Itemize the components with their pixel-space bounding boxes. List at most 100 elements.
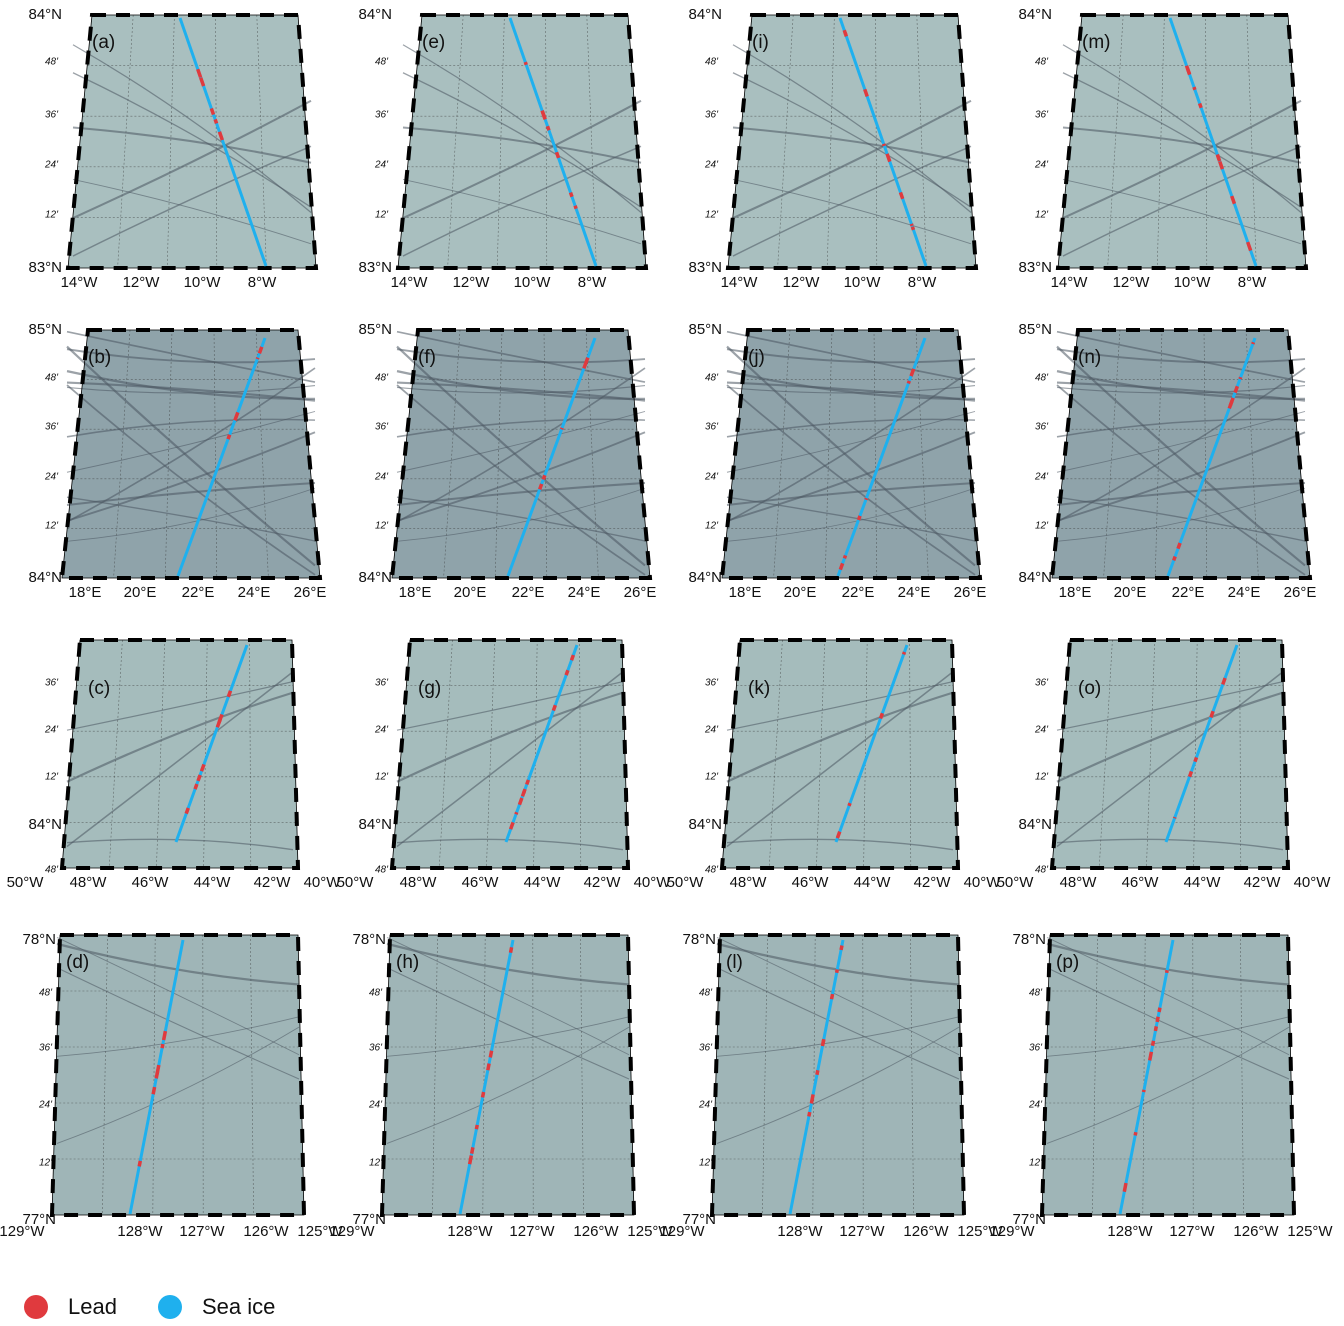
lead-segment [881,713,883,718]
lead-segment [562,428,563,430]
lat-label: 12' [375,210,389,221]
lead-segment [1194,87,1195,90]
panel-label: (n) [1078,347,1101,368]
lat-label: 78°N [22,931,56,948]
lat-label: 48' [1035,57,1049,68]
lat-label: 48' [45,373,59,384]
lon-label: 8°W [248,274,277,291]
lon-label: 12°W [1113,274,1151,291]
lead-segment [884,144,885,146]
lat-label: 84°N [358,6,392,23]
panel-label: (j) [748,347,765,368]
lead-segment [900,192,902,198]
lon-label: 10°W [184,274,222,291]
lat-label: 48' [375,57,389,68]
lon-label: 48°W [400,874,438,891]
lon-label: 18°E [69,584,102,601]
lat-label: 36' [1029,1043,1043,1054]
lead-segment [164,1031,166,1040]
lat-label: 24' [1034,472,1049,483]
panel-label: (b) [88,347,111,368]
lon-label: 129°W [659,1223,705,1240]
lon-label: 14°W [61,274,99,291]
lead-segment [488,1064,489,1071]
lat-label: 36' [705,678,719,689]
panel-label: (m) [1082,32,1110,53]
lead-segment [511,947,512,952]
lat-label: 12' [705,772,719,783]
lead-segment [1200,103,1202,107]
lead-segment [472,1147,473,1153]
lead-segment [904,652,905,654]
lead-segment [1153,1041,1154,1046]
lat-label: 12' [375,521,389,532]
lat-label: 36' [45,110,59,121]
lon-label: 26°E [1284,584,1317,601]
lon-label: 126°W [1233,1223,1279,1240]
lat-label: 85°N [688,321,722,338]
lead-segment [153,1087,154,1094]
lon-label: 46°W [1122,874,1160,891]
panel-label: (i) [752,32,769,53]
lon-label: 127°W [179,1223,225,1240]
lead-segment [908,381,909,384]
lat-label: 85°N [358,321,392,338]
lat-label: 48' [1035,373,1049,384]
lead-segment [220,714,222,721]
lead-segment [584,364,586,369]
lead-segment [511,822,513,829]
lead-segment [841,945,842,949]
lead-segment [202,764,204,771]
lon-label: 48°W [70,874,108,891]
lat-label: 48' [705,57,719,68]
lat-label: 24' [374,472,389,483]
lat-label: 48' [705,865,719,876]
lead-segment [1178,543,1180,549]
lead-segment [911,224,912,226]
lead-segment [837,969,838,972]
lead-segment [490,1051,491,1058]
lead-segment [543,475,545,479]
lon-label: 127°W [509,1223,555,1240]
lon-label: 18°E [729,584,762,601]
lead-segment [525,62,526,65]
lon-label: 42°W [1244,874,1282,891]
lead-segment [1190,771,1192,776]
lon-label: 20°E [454,584,487,601]
panel-label: (h) [396,952,419,973]
lon-label: 24°E [898,584,931,601]
lat-label: 48' [39,988,53,999]
lat-label: 83°N [358,259,392,276]
lead-segment [1174,556,1175,560]
lead-segment [823,1039,824,1044]
lon-label: 48°W [1060,874,1098,891]
legend-label: Sea ice [202,1294,275,1319]
panel-label: (d) [66,952,89,973]
lat-label: 78°N [352,931,386,948]
lat-label: 36' [369,1043,383,1054]
lat-label: 84°N [688,569,722,586]
lat-label: 84°N [1018,816,1052,833]
lat-label: 12' [39,1158,53,1169]
lat-label: 78°N [682,931,716,948]
lat-label: 48' [45,57,59,68]
lat-label: 84°N [358,816,392,833]
lon-label: 127°W [1169,1223,1215,1240]
lead-segment [1135,1132,1136,1135]
lead-segment [553,705,555,710]
lon-label: 42°W [254,874,292,891]
lon-label: 8°W [1238,274,1267,291]
lon-label: 26°E [294,584,327,601]
lat-label: 36' [705,110,719,121]
lat-label: 48' [369,988,383,999]
lat-label: 12' [1029,1158,1043,1169]
